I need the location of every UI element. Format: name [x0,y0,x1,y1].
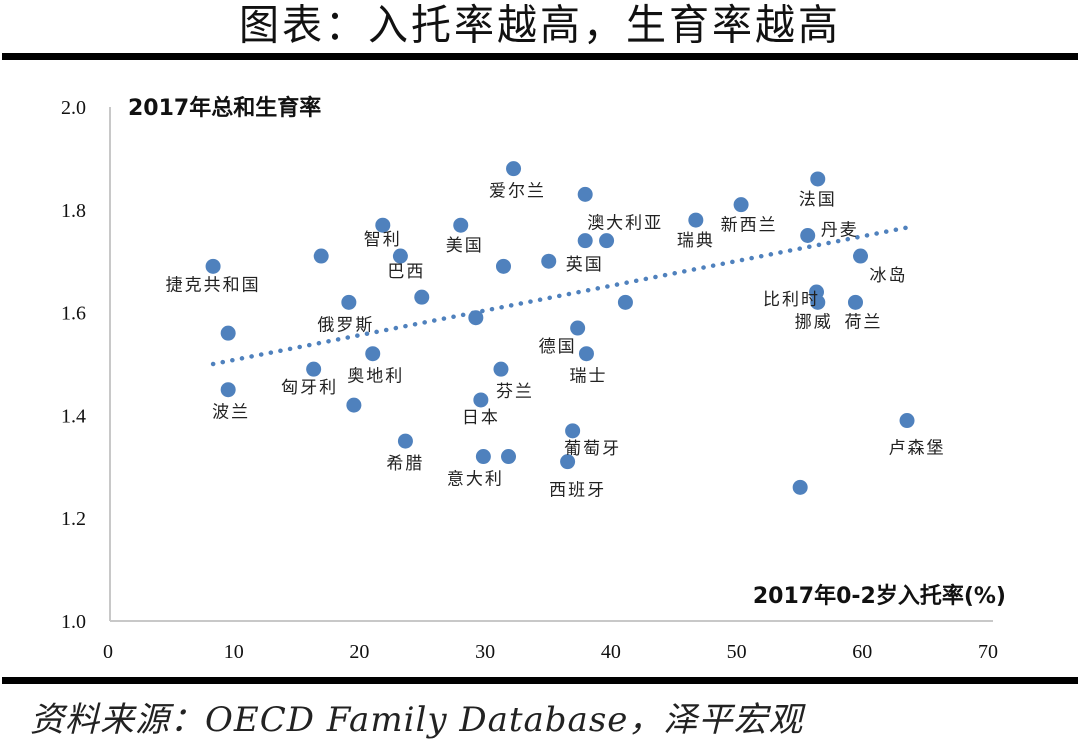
bottom-divider [2,677,1078,684]
data-point [501,449,517,465]
data-point-label: 法国 [799,190,837,210]
y-tick-label: 1.0 [61,611,86,633]
data-point [688,212,704,228]
y-tick-labels: 1.0 1.2 1.4 1.6 1.8 2.0 [61,97,86,633]
data-point [565,423,581,439]
data-point [475,449,491,465]
data-point [220,382,236,398]
data-point-label: 意大利 [447,470,504,490]
data-point [810,294,826,310]
data-point-label: 瑞典 [677,231,715,251]
data-point [365,346,381,362]
data-point-label: 美国 [446,236,484,256]
data-point [306,361,322,377]
data-point [578,346,594,362]
top-divider [2,53,1078,60]
data-point [853,248,869,264]
data-point-label: 希腊 [386,454,424,474]
data-point [493,361,509,377]
data-point [397,433,413,449]
data-point-label: 捷克共和国 [166,275,261,295]
x-tick-label: 20 [349,641,369,663]
y-tick-label: 2.0 [61,97,86,119]
data-point [313,248,329,264]
data-point [810,171,826,187]
data-point [375,217,391,233]
x-axis-title: 2017年0-2岁入托率(%) [753,583,1006,609]
data-point-label: 卢森堡 [889,439,946,459]
x-tick-labels: 0 10 20 30 40 50 60 70 [103,641,998,663]
data-point-label: 西班牙 [549,481,606,501]
data-point-label: 波兰 [212,403,250,423]
data-point-label: 丹麦 [821,221,859,241]
data-point-label: 智利 [364,230,402,250]
data-point [617,294,633,310]
data-point-label: 荷兰 [844,312,882,332]
axes [109,107,993,622]
y-axis-title: 2017年总和生育率 [128,95,321,121]
data-point [220,325,236,341]
x-tick-label: 0 [103,641,113,663]
data-point-label: 比利时 [763,290,820,310]
data-point-label: 日本 [462,408,500,428]
data-point-label: 冰岛 [870,266,908,286]
x-tick-label: 70 [978,641,998,663]
data-point [570,320,586,336]
x-tick-label: 30 [475,641,495,663]
data-point-label: 瑞士 [569,367,607,387]
data-point [899,413,915,429]
data-point [541,253,557,269]
data-point [577,186,593,202]
data-point [453,217,469,233]
data-point [577,233,593,249]
data-point-label: 匈牙利 [281,378,338,398]
x-tick-label: 60 [852,641,872,663]
data-point [392,248,408,264]
data-point [506,161,522,177]
y-tick-label: 1.4 [61,405,86,427]
source-note: 资料来源：OECD Family Database，泽平宏观 [30,700,804,740]
data-point [341,294,357,310]
data-point-label: 奥地利 [347,367,404,387]
x-tick-label: 40 [601,641,621,663]
y-tick-label: 1.6 [61,303,86,325]
data-point-label: 芬兰 [496,382,534,402]
data-point-label: 英国 [566,255,604,275]
x-tick-label: 10 [224,641,244,663]
data-point-label: 澳大利亚 [587,214,663,234]
data-point [414,289,430,305]
data-point-label: 俄罗斯 [317,315,374,335]
y-tick-label: 1.2 [61,508,86,530]
data-point-label: 爱尔兰 [489,182,546,202]
data-point [346,397,362,413]
data-point [792,479,808,495]
data-point [495,258,511,274]
data-point [473,392,489,408]
scatter-chart: 1.0 1.2 1.4 1.6 1.8 2.0 0 10 20 30 40 50 60 70 2017年… [61,95,1006,663]
data-point-label: 新西兰 [721,216,778,236]
data-point [800,228,816,243]
data-point-label: 巴西 [387,262,425,282]
chart-title: 图表：入托率越高，生育率越高 [239,1,841,51]
data-point [468,310,484,326]
data-point-label: 葡萄牙 [564,439,621,459]
data-points [205,161,915,495]
data-point [205,258,221,274]
data-point [599,233,615,249]
data-point-label: 挪威 [795,312,833,332]
trendline [210,225,909,367]
trendline-line [210,225,909,367]
data-point [847,294,863,310]
y-tick-label: 1.8 [61,200,86,222]
x-tick-label: 50 [727,641,747,663]
data-point-label: 德国 [539,337,577,357]
data-point [560,454,576,470]
data-point [733,197,749,213]
